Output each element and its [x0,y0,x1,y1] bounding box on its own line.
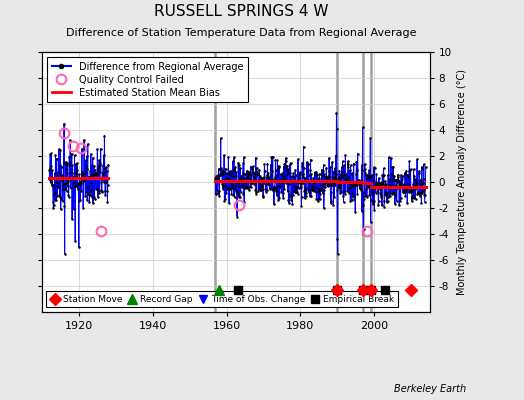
Y-axis label: Monthly Temperature Anomaly Difference (°C): Monthly Temperature Anomaly Difference (… [457,69,467,295]
Text: Difference of Station Temperature Data from Regional Average: Difference of Station Temperature Data f… [66,28,416,38]
Legend: Station Move, Record Gap, Time of Obs. Change, Empirical Break: Station Move, Record Gap, Time of Obs. C… [47,291,398,308]
Text: Berkeley Earth: Berkeley Earth [394,384,466,394]
Text: RUSSELL SPRINGS 4 W: RUSSELL SPRINGS 4 W [154,4,329,19]
